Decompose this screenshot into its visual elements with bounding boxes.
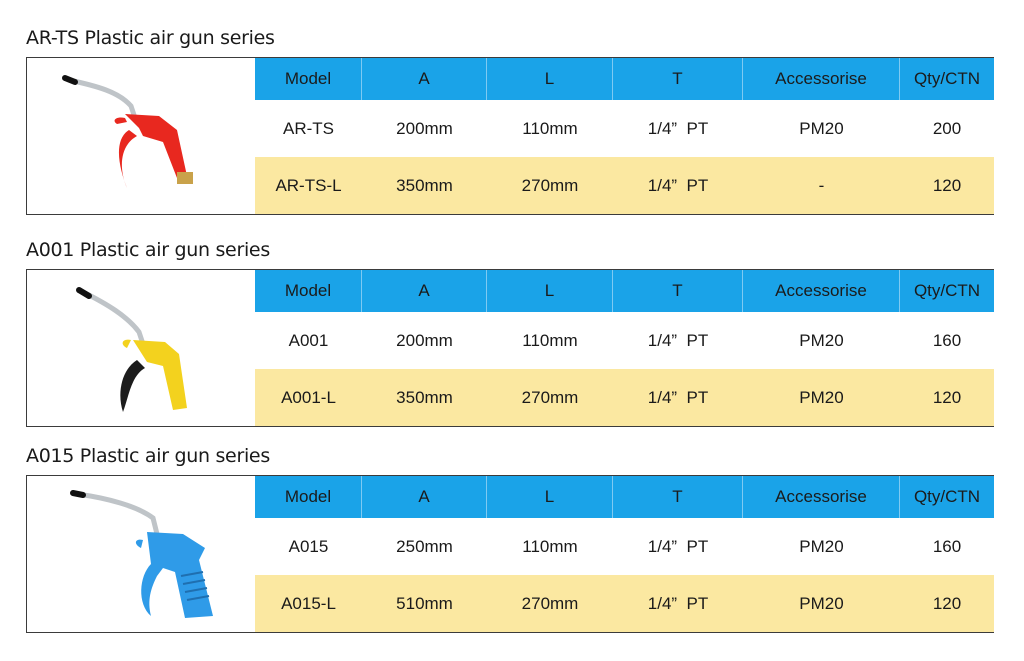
header-l: L [487, 476, 613, 518]
cell-a: 350mm [396, 387, 453, 407]
cell-t: 1/4” PT [647, 387, 709, 407]
cell-accessorise: PM20 [799, 387, 844, 407]
header-l: L [487, 58, 613, 100]
cell-t: 1/4” PT [647, 536, 709, 556]
header-model: Model [255, 58, 362, 100]
cell-a: 200mm [396, 118, 453, 138]
cell-l: 270mm [521, 593, 579, 613]
cell-a: 250mm [396, 536, 453, 556]
cell-l: 110mm [522, 118, 578, 138]
cell-qty: 120 [932, 593, 962, 613]
cell-a: 200mm [396, 330, 453, 350]
gun-body [122, 339, 187, 410]
grip-ridges [180, 571, 210, 601]
spec-table: Model A L T Accessorise Qty/CTN AR-TS 20… [255, 58, 994, 214]
trigger [120, 360, 145, 412]
cell-qty: 120 [932, 175, 962, 195]
cell-t: 1/4” PT [647, 175, 709, 195]
cell-accessorise: PM20 [799, 118, 844, 138]
air-gun-icon [62, 75, 193, 188]
cell-l: 110mm [522, 330, 578, 350]
cell-a: 510mm [396, 593, 453, 613]
cell-accessorise: - [818, 175, 825, 195]
header-qty: Qty/CTN [913, 69, 981, 88]
table-header: Model A L T Accessorise Qty/CTN [255, 58, 994, 100]
cell-accessorise: PM20 [799, 593, 844, 613]
cell-model: A001 [288, 330, 329, 350]
spec-table: Model A L T Accessorise Qty/CTN A015 250… [255, 476, 994, 632]
table-row: AR-TS 200mm 110mm 1/4” PT PM20 200 [255, 100, 994, 157]
header-t: T [613, 270, 743, 312]
header-a: A [362, 270, 487, 312]
cell-model: A015 [288, 536, 329, 556]
cell-l: 270mm [521, 387, 579, 407]
header-model: Model [255, 476, 362, 518]
product-photo [27, 270, 255, 426]
header-t: T [613, 58, 743, 100]
cell-qty: 160 [932, 536, 962, 556]
header-accessorise: Accessorise [743, 58, 900, 100]
cell-qty: 120 [932, 387, 962, 407]
cell-t: 1/4” PT [647, 593, 709, 613]
header-a: A [362, 58, 487, 100]
fitting [177, 172, 193, 184]
cell-model: A001-L [281, 387, 336, 407]
product-section: Model A L T Accessorise Qty/CTN AR-TS 20… [26, 57, 994, 215]
header-accessorise: Accessorise [743, 270, 900, 312]
cell-t: 1/4” PT [647, 118, 709, 138]
section-title: AR-TS Plastic air gun series [26, 27, 275, 49]
air-gun-icon [76, 287, 187, 412]
product-photo [27, 58, 255, 214]
cell-accessorise: PM20 [799, 536, 844, 556]
section-title: A001 Plastic air gun series [26, 239, 270, 261]
gun-body [135, 532, 213, 618]
cell-a: 350mm [396, 175, 453, 195]
table-header: Model A L T Accessorise Qty/CTN [255, 476, 994, 518]
air-gun-icon [70, 490, 213, 618]
cell-model: A015-L [281, 593, 336, 613]
header-t: T [613, 476, 743, 518]
product-section: Model A L T Accessorise Qty/CTN A001 200… [26, 269, 994, 427]
header-accessorise: Accessorise [743, 476, 900, 518]
product-photo [27, 476, 255, 632]
cell-model: AR-TS-L [275, 175, 342, 195]
header-model: Model [255, 270, 362, 312]
table-header: Model A L T Accessorise Qty/CTN [255, 270, 994, 312]
spec-table: Model A L T Accessorise Qty/CTN A001 200… [255, 270, 994, 426]
cell-model: AR-TS [283, 118, 334, 138]
header-a: A [362, 476, 487, 518]
table-row: A001-L 350mm 270mm 1/4” PT PM20 120 [255, 369, 994, 426]
header-l: L [487, 270, 613, 312]
product-section: Model A L T Accessorise Qty/CTN A015 250… [26, 475, 994, 633]
section-title: A015 Plastic air gun series [26, 445, 270, 467]
cell-qty: 200 [932, 118, 962, 138]
cell-qty: 160 [932, 330, 962, 350]
cell-t: 1/4” PT [647, 330, 709, 350]
table-row: A015 250mm 110mm 1/4” PT PM20 160 [255, 518, 994, 575]
header-qty: Qty/CTN [913, 281, 981, 300]
cell-l: 110mm [522, 536, 578, 556]
table-row: A001 200mm 110mm 1/4” PT PM20 160 [255, 312, 994, 369]
table-row: A015-L 510mm 270mm 1/4” PT PM20 120 [255, 575, 994, 632]
table-row: AR-TS-L 350mm 270mm 1/4” PT - 120 [255, 157, 994, 214]
header-qty: Qty/CTN [913, 487, 981, 506]
cell-l: 270mm [521, 175, 579, 195]
gun-body [114, 114, 187, 188]
cell-accessorise: PM20 [799, 330, 844, 350]
